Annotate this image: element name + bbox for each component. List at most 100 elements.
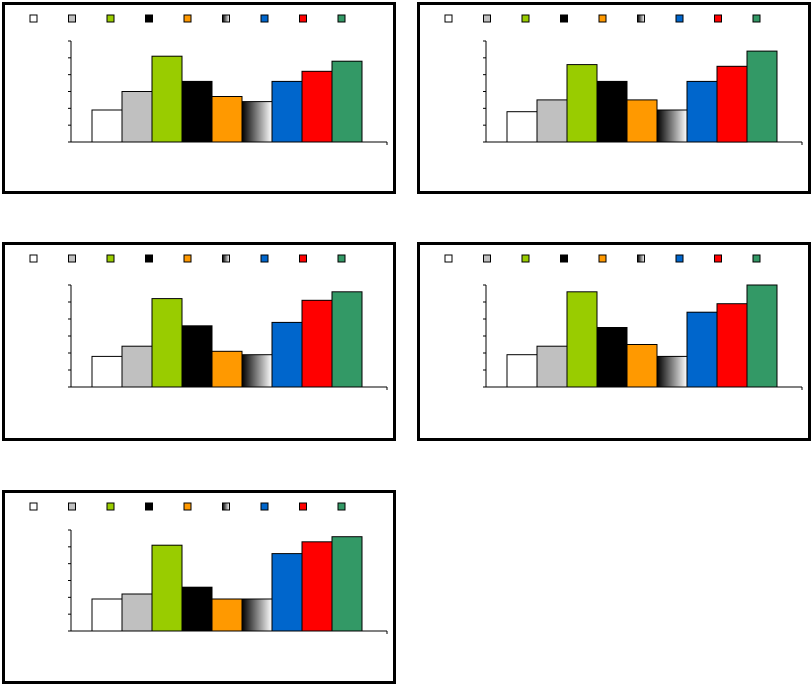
- bar-1: [91, 109, 123, 143]
- legend-swatch-9: [752, 254, 761, 263]
- legend-swatch-7: [260, 502, 269, 511]
- bar-3: [151, 298, 183, 388]
- legend-swatch-4: [560, 254, 568, 263]
- bar-2: [536, 99, 568, 143]
- legend-swatch-7: [260, 14, 269, 23]
- chart-panel-4: [417, 242, 811, 441]
- legend-swatch-1: [29, 254, 38, 263]
- bar-6: [656, 109, 688, 143]
- bar-1: [506, 354, 538, 388]
- bar-5: [626, 99, 658, 143]
- bar-5: [211, 350, 243, 388]
- legend-swatch-8: [714, 254, 722, 263]
- legend-swatch-3: [521, 14, 530, 23]
- bar-9: [331, 291, 363, 388]
- bar-6: [241, 101, 273, 143]
- bar-7: [686, 80, 718, 143]
- legend-swatch-4: [145, 502, 153, 511]
- chart-svg-1: [29, 14, 388, 145]
- legend-swatch-8: [299, 502, 307, 511]
- legend-swatch-2: [483, 254, 491, 263]
- chart-panel-3: [2, 242, 396, 441]
- chart-svg-2: [444, 14, 803, 145]
- legend-swatch-7: [675, 14, 684, 23]
- chart-svg-3: [29, 254, 388, 390]
- legend-swatch-2: [483, 14, 491, 23]
- legend-swatch-5: [183, 502, 192, 511]
- legend-swatch-3: [106, 502, 115, 511]
- legend-swatch-4: [145, 14, 153, 23]
- bar-7: [271, 80, 303, 143]
- bar-5: [211, 598, 243, 632]
- legend-swatch-3: [106, 254, 115, 263]
- bar-5: [626, 344, 658, 388]
- legend-swatch-8: [714, 14, 722, 23]
- bar-9: [331, 60, 363, 143]
- bar-9: [746, 50, 778, 143]
- bar-8: [301, 299, 333, 388]
- legend-swatch-7: [260, 254, 269, 263]
- legend-swatch-6: [222, 14, 230, 23]
- chart-panel-2: [417, 2, 811, 194]
- chart-panel-1: [2, 2, 396, 194]
- legend-swatch-2: [68, 14, 76, 23]
- bar-3: [151, 544, 183, 632]
- legend-swatch-3: [106, 14, 115, 23]
- legend-swatch-5: [598, 254, 607, 263]
- legend-swatch-8: [299, 254, 307, 263]
- legend-swatch-8: [299, 14, 307, 23]
- bar-4: [181, 80, 213, 143]
- bar-9: [746, 284, 778, 388]
- legend-swatch-2: [68, 254, 76, 263]
- legend-swatch-1: [29, 14, 38, 23]
- bar-4: [596, 80, 628, 143]
- bar-2: [121, 593, 153, 632]
- bar-6: [241, 354, 273, 388]
- legend-swatch-9: [752, 14, 761, 23]
- bar-7: [271, 553, 303, 632]
- legend-swatch-2: [68, 502, 76, 511]
- bar-8: [716, 65, 748, 143]
- bar-6: [241, 598, 273, 632]
- legend-swatch-3: [521, 254, 530, 263]
- legend-swatch-1: [444, 254, 453, 263]
- bar-3: [566, 64, 598, 143]
- bar-6: [656, 355, 688, 388]
- bar-9: [331, 536, 363, 632]
- chart-svg-4: [444, 254, 803, 390]
- bar-4: [181, 586, 213, 632]
- bar-8: [301, 70, 333, 143]
- legend-swatch-6: [222, 254, 230, 263]
- bar-8: [716, 303, 748, 388]
- bar-7: [686, 311, 718, 388]
- bar-4: [181, 325, 213, 388]
- bar-4: [596, 327, 628, 388]
- legend-swatch-6: [637, 254, 645, 263]
- legend-swatch-1: [29, 502, 38, 511]
- bar-2: [121, 91, 153, 143]
- legend-swatch-5: [598, 14, 607, 23]
- bar-3: [151, 55, 183, 143]
- legend-swatch-6: [222, 502, 230, 511]
- bar-7: [271, 321, 303, 388]
- legend-swatch-4: [145, 254, 153, 263]
- legend-swatch-1: [444, 14, 453, 23]
- bar-3: [566, 291, 598, 388]
- legend-swatch-7: [675, 254, 684, 263]
- legend-swatch-5: [183, 254, 192, 263]
- bar-2: [121, 345, 153, 388]
- chart-svg-5: [29, 502, 388, 634]
- bar-1: [91, 598, 123, 632]
- legend-swatch-6: [637, 14, 645, 23]
- chart-panel-5: [2, 490, 396, 684]
- legend-swatch-4: [560, 14, 568, 23]
- bar-5: [211, 96, 243, 143]
- legend-swatch-9: [337, 502, 346, 511]
- legend-swatch-9: [337, 14, 346, 23]
- bar-1: [506, 111, 538, 143]
- bar-8: [301, 541, 333, 632]
- legend-swatch-5: [183, 14, 192, 23]
- bar-2: [536, 345, 568, 388]
- bar-1: [91, 355, 123, 388]
- legend-swatch-9: [337, 254, 346, 263]
